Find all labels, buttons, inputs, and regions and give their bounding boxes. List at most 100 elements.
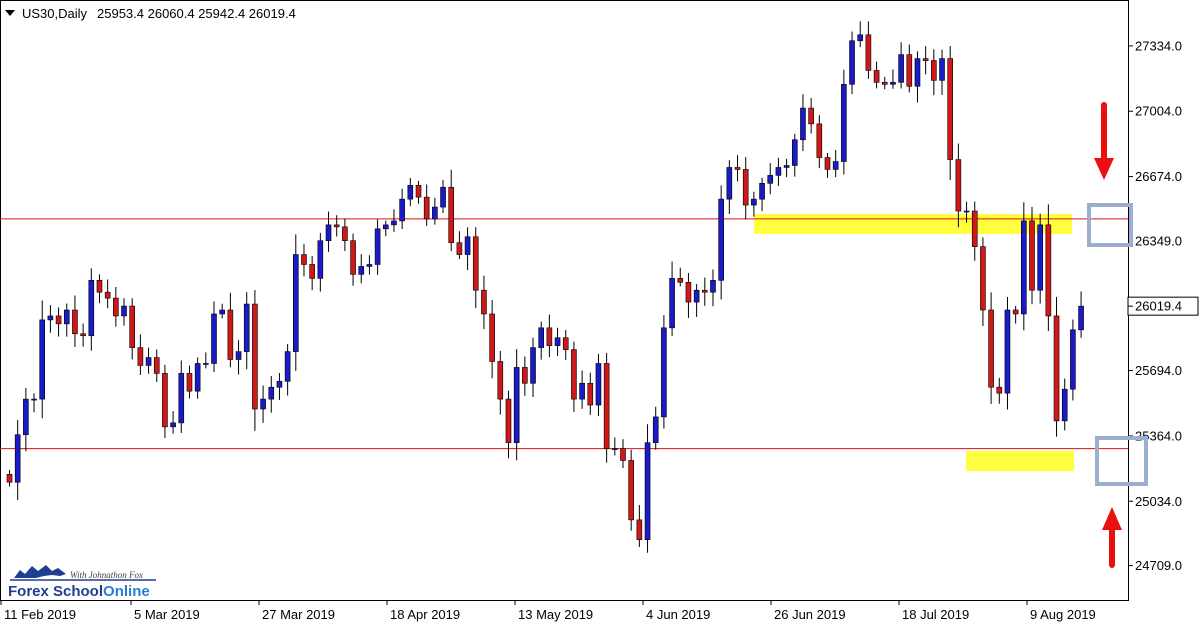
candle-body (342, 226, 348, 242)
candle-body (571, 349, 577, 400)
candle-body (1021, 220, 1027, 315)
candle-body (890, 82, 896, 85)
candle (652, 406, 659, 450)
symbol-label: US30,Daily (22, 6, 88, 21)
candle (415, 180, 422, 204)
candle-body (988, 309, 994, 388)
candle (947, 45, 954, 181)
ohlc-label: 25953.4 26060.4 25942.4 26019.4 (97, 6, 296, 21)
candle-body (472, 236, 479, 291)
candle-body (88, 280, 95, 337)
candle (113, 287, 119, 327)
candle-body (1012, 309, 1019, 315)
plot-area[interactable] (0, 0, 1129, 601)
candle (464, 227, 471, 271)
candle (685, 272, 692, 318)
candle-body (922, 58, 929, 61)
candle (23, 387, 29, 452)
candle-body (235, 351, 242, 360)
candle (791, 133, 798, 177)
candle (194, 357, 201, 399)
candle-body (1029, 220, 1035, 291)
candle (407, 178, 414, 207)
candle (6, 470, 13, 487)
candle-body (47, 315, 54, 321)
candle (522, 356, 528, 396)
candle-body (432, 206, 438, 220)
level-lines[interactable] (0, 218, 1128, 450)
candle (710, 269, 716, 307)
candle-body (63, 309, 70, 325)
candle (1037, 213, 1043, 304)
candle (898, 42, 904, 89)
candle-body (522, 367, 528, 384)
candle-body (415, 184, 422, 198)
candle-body (1004, 309, 1011, 394)
candle (292, 234, 299, 371)
candle-body (800, 107, 806, 141)
candle-body (579, 382, 585, 400)
price-tick-label: 26349.0 (1135, 233, 1182, 248)
candle (88, 268, 95, 351)
candle-body (301, 254, 307, 265)
candle-body (906, 54, 913, 87)
candle-body (710, 280, 716, 293)
candle (145, 347, 152, 374)
candle (252, 290, 258, 431)
candle (677, 267, 684, 287)
candle-body (849, 40, 855, 85)
candle-body (644, 442, 651, 540)
candle-body (612, 448, 618, 450)
candle (505, 390, 512, 459)
candle-body (881, 82, 888, 85)
time-tick-label: 11 Feb 2019 (4, 607, 76, 622)
candle-body (333, 224, 340, 228)
candle (350, 233, 356, 286)
time-tick-label: 9 Aug 2019 (1030, 607, 1096, 622)
candle (203, 352, 209, 369)
candle (857, 21, 864, 48)
candle-body (546, 327, 553, 346)
sell-zone-box (1087, 203, 1133, 247)
price-axis[interactable]: 27334.0 27004.0 26674.0 26349.0 26019.4 25694… (1127, 38, 1199, 573)
collapse-triangle-icon[interactable] (5, 10, 15, 16)
price-tick-label: 25364.0 (1135, 428, 1182, 443)
candle (562, 330, 569, 360)
candle (260, 385, 266, 423)
candle (170, 411, 176, 434)
candle-body (145, 357, 152, 366)
candle-body (914, 58, 921, 87)
candle-body (497, 361, 504, 400)
candle-body (284, 351, 291, 382)
candle (153, 349, 160, 382)
candle-body (1078, 305, 1084, 331)
time-tick-label: 4 Jun 2019 (646, 607, 710, 622)
candle (104, 279, 111, 309)
candle-body (628, 460, 634, 521)
candle (178, 360, 185, 433)
candle (890, 69, 896, 89)
candle-body (530, 347, 536, 384)
candle (342, 218, 348, 251)
price-tick-label: 27004.0 (1135, 104, 1182, 119)
candle (55, 307, 62, 337)
candle (80, 323, 86, 347)
time-axis[interactable]: 11 Feb 2019 5 Mar 2019 27 Mar 2019 18 Apr 2… (0, 600, 1096, 622)
candle-body (194, 363, 201, 392)
candle (554, 327, 561, 356)
candle (72, 295, 78, 347)
down-arrow-icon (1094, 102, 1114, 180)
candle (873, 61, 880, 89)
time-tick-label: 13 May 2019 (518, 607, 593, 622)
candle-body (317, 240, 324, 279)
candle-body (636, 519, 643, 540)
candle (47, 305, 54, 333)
candle (816, 115, 823, 169)
candle-body (358, 266, 365, 275)
candle (121, 298, 127, 326)
candle (742, 157, 749, 220)
candle (931, 49, 937, 96)
candle-body (366, 264, 373, 267)
